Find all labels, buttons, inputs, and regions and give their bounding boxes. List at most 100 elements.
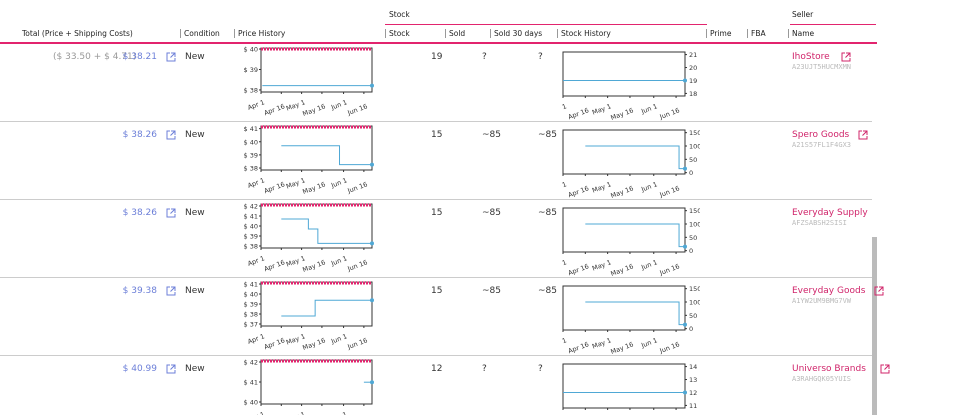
y-tick-label: 150	[689, 129, 700, 137]
y-tick-label: 19	[689, 77, 697, 85]
y-tick-label: 21	[689, 51, 697, 59]
x-tick-label: Jun 1	[329, 98, 348, 111]
plot-frame	[260, 125, 373, 171]
plot-frame	[260, 359, 373, 405]
plot-frame	[562, 207, 686, 253]
y-tick-label: 13	[689, 376, 697, 384]
y-tick-label: 20	[689, 64, 697, 72]
external-link-icon[interactable]	[166, 130, 176, 140]
seller-name[interactable]: Everyday Supply Co	[792, 208, 870, 218]
y-tick-label: $ 42	[244, 359, 258, 367]
y-tick-label: 11	[689, 402, 697, 410]
seller-name[interactable]: Spero Goods	[792, 130, 850, 140]
column-header[interactable]: Price History	[234, 29, 285, 38]
icon-shape	[166, 52, 176, 62]
seller-name[interactable]: Universo Brands	[792, 364, 866, 374]
column-header[interactable]: Stock	[385, 29, 410, 38]
history-line	[585, 301, 685, 326]
x-tick-label: May 1	[285, 410, 306, 415]
column-header[interactable]: Name	[788, 29, 814, 38]
plot-frame	[562, 129, 686, 175]
x-tick-label: Apr 1	[560, 102, 568, 115]
y-tick-label: 0	[689, 325, 693, 333]
history-end-dot	[683, 78, 687, 83]
sold-30-days: ~85	[538, 130, 557, 140]
y-tick-label: $ 41	[244, 379, 258, 387]
sold-30-days: ~85	[538, 208, 557, 218]
y-tick-label: 50	[689, 234, 697, 242]
condition: New	[185, 130, 205, 140]
column-header[interactable]: Total (Price + Shipping Costs)	[22, 29, 133, 38]
external-link-icon[interactable]	[166, 52, 176, 62]
y-tick-label: 12	[689, 389, 697, 397]
column-header[interactable]: Prime	[706, 29, 731, 38]
x-tick-label: Jun 1	[329, 254, 348, 267]
external-link-icon[interactable]	[841, 52, 851, 62]
column-header[interactable]: FBA	[747, 29, 766, 38]
column-header[interactable]: Sold 30 days	[490, 29, 542, 38]
history-line	[281, 145, 372, 166]
x-tick-label: Jun 1	[329, 410, 348, 415]
x-tick-label: Jun 16	[346, 258, 369, 273]
icon-shape	[166, 130, 176, 140]
history-end-dot	[683, 244, 687, 249]
y-tick-label: $ 40	[244, 138, 258, 146]
total-price[interactable]: $ 38.26	[122, 130, 157, 140]
group-underline	[790, 24, 876, 25]
history-line	[585, 145, 685, 170]
sold-30-days: ~85	[538, 286, 557, 296]
y-tick-label: 150	[689, 285, 700, 293]
sold: ~85	[482, 130, 501, 140]
history-line	[281, 299, 372, 317]
total-price[interactable]: $ 39.38	[122, 286, 157, 296]
total-price[interactable]: $ 38.26	[122, 208, 157, 218]
stock-count: 15	[431, 208, 443, 218]
x-tick-label: Apr 1	[560, 336, 568, 349]
x-tick-label: Jun 1	[329, 332, 348, 345]
plot-frame	[260, 203, 373, 249]
icon-shape	[880, 364, 890, 374]
y-tick-label: 150	[689, 207, 700, 215]
condition: New	[185, 364, 205, 374]
scrollbar[interactable]	[872, 237, 877, 415]
x-tick-label: Apr 16	[263, 336, 286, 351]
condition: New	[185, 286, 205, 296]
x-tick-label: Apr 16	[567, 106, 590, 121]
total-price[interactable]: $ 40.99	[122, 364, 157, 374]
y-tick-label: 14	[689, 363, 697, 371]
total-price[interactable]: $ 38.21	[122, 52, 157, 62]
stock-count: 12	[431, 364, 443, 374]
column-header[interactable]: Stock History	[557, 29, 611, 38]
y-tick-label: 100	[689, 299, 700, 307]
y-tick-label: $ 38	[244, 165, 258, 173]
external-link-icon[interactable]	[166, 208, 176, 218]
header-underline	[0, 42, 877, 44]
external-link-icon[interactable]	[166, 286, 176, 296]
x-tick-label: Apr 1	[560, 258, 568, 271]
external-link-icon[interactable]	[166, 364, 176, 374]
group-header: Stock	[389, 10, 410, 19]
icon-shape	[166, 208, 176, 218]
x-tick-label: Jun 1	[639, 336, 658, 349]
x-tick-label: Apr 16	[263, 180, 286, 195]
x-tick-label: Apr 16	[263, 102, 286, 117]
seller-name[interactable]: Everyday Goods	[792, 286, 866, 296]
x-tick-label: Jun 16	[658, 340, 681, 355]
stock-count: 15	[431, 286, 443, 296]
column-header[interactable]: Sold	[445, 29, 465, 38]
column-header[interactable]: Condition	[180, 29, 220, 38]
external-link-icon[interactable]	[874, 286, 884, 296]
external-link-icon[interactable]	[880, 364, 890, 374]
x-tick-label: Jun 1	[329, 176, 348, 189]
plot-frame	[562, 51, 686, 97]
y-tick-label: 0	[689, 169, 693, 177]
y-tick-label: $ 39	[244, 66, 258, 74]
x-tick-label: Apr 1	[247, 410, 266, 415]
seller-name[interactable]: IhoStore	[792, 52, 830, 62]
external-link-icon[interactable]	[858, 130, 868, 140]
